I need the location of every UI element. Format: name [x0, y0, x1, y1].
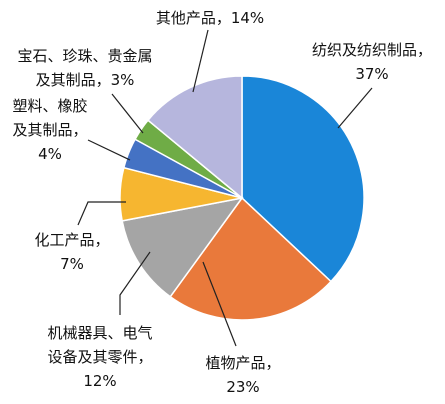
category-line: 及其制品， [36, 71, 111, 89]
leader-line [337, 87, 373, 129]
pie-slice [121, 196, 244, 298]
slice-label: 机械器具、电气设备及其零件， 12% [47, 324, 152, 390]
category-name: 其他产品， [156, 9, 231, 27]
category-line: 纺织及纺织制品， [312, 41, 432, 59]
category-line: 塑料、橡胶 [12, 97, 87, 115]
leader-line [202, 261, 237, 347]
slice-label: 宝石、珍珠、贵金属及其制品，3% [17, 47, 152, 89]
category-line: 设备及其零件， [47, 348, 152, 366]
leader-line [77, 201, 126, 226]
category-name: 机械器具、电气设备及其零件， [47, 324, 152, 366]
category-line: 宝石、珍珠、贵金属 [17, 47, 152, 65]
category-name: 塑料、橡胶及其制品， [12, 97, 87, 139]
pie-slice [241, 75, 365, 283]
value-label: 14% [231, 9, 264, 27]
value-label: 23% [226, 378, 259, 396]
pie-slice [146, 75, 243, 200]
value-label: 4% [38, 145, 62, 163]
category-line: 植物产品， [205, 354, 280, 372]
slice-label: 纺织及纺织制品， 37% [312, 41, 432, 83]
pie-slice [169, 196, 332, 321]
slice-label: 化工产品， 7% [34, 231, 109, 273]
value-label: 7% [60, 255, 84, 273]
category-name: 化工产品， [34, 231, 109, 249]
value-label: 12% [83, 372, 116, 390]
category-line: 及其制品， [12, 121, 87, 139]
slice-label: 塑料、橡胶及其制品， 4% [12, 97, 87, 163]
leader-line [119, 251, 151, 315]
value-label: 37% [355, 65, 388, 83]
leader-line [192, 29, 209, 93]
leader-line [111, 93, 144, 134]
leader-line [87, 139, 131, 161]
slice-label: 其他产品，14% [156, 9, 264, 27]
category-line: 机械器具、电气 [47, 324, 152, 342]
value-label: 3% [111, 71, 135, 89]
category-line: 其他产品， [156, 9, 231, 27]
category-name: 宝石、珍珠、贵金属及其制品， [17, 47, 152, 89]
category-name: 植物产品， [205, 354, 280, 372]
slice-label: 植物产品， 23% [205, 354, 280, 396]
category-name: 纺织及纺织制品， [312, 41, 432, 59]
category-line: 化工产品， [34, 231, 109, 249]
